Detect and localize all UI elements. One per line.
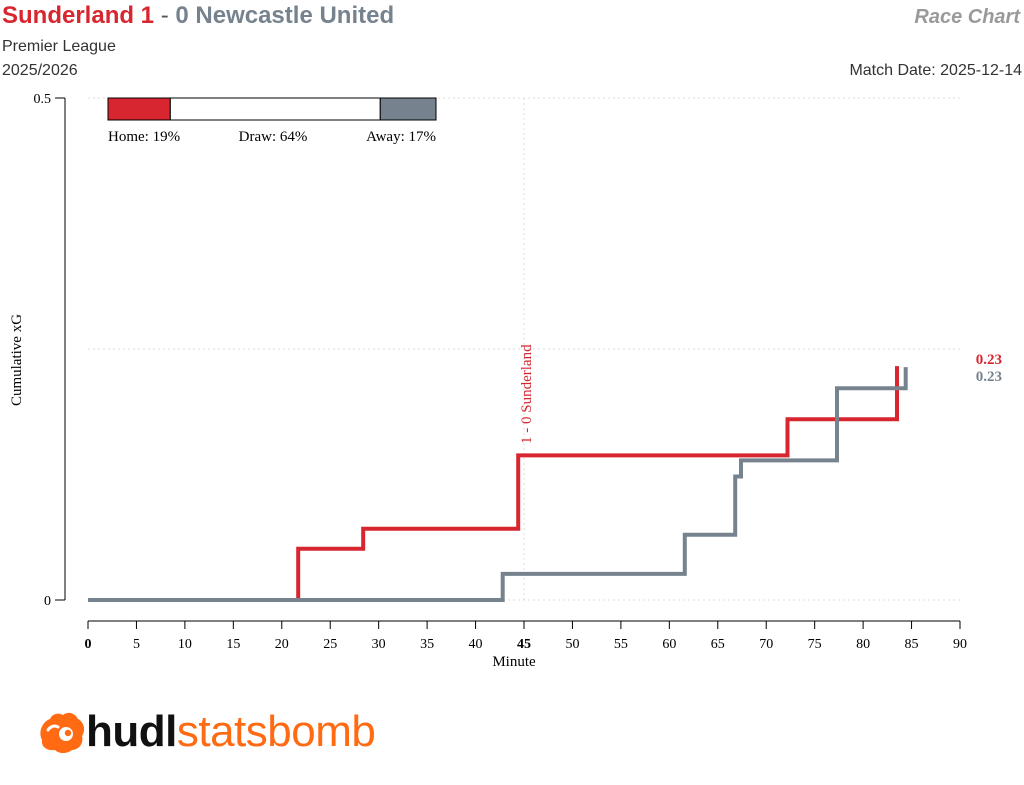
x-tick-label: 40 (469, 637, 483, 652)
chart-series (88, 366, 908, 602)
final-xg-label-home: 0.23 (976, 352, 1002, 368)
x-tick-label: 85 (905, 637, 919, 652)
x-tick-label: 60 (662, 637, 676, 652)
prob-away-segment (379, 97, 437, 121)
series-line-home (88, 366, 899, 602)
prob-draw-segment (169, 97, 381, 121)
x-tick-label: 30 (372, 637, 386, 652)
match-title: Sunderland 1 - 0 Newcastle United (2, 2, 394, 30)
y-axis-title: Cumulative xG (9, 314, 25, 406)
x-tick-label: 25 (323, 637, 337, 652)
hudl-statsbomb-logo: hudl statsbomb (36, 707, 376, 756)
chart-axes: 0 0.5 Cumulative xG 0 5 10 15 20 25 30 35 40 45 50 55 6… (9, 92, 967, 670)
race-chart: 0 0.5 Cumulative xG 0 5 10 15 20 25 30 35 40 45 50 55 6… (9, 92, 1002, 670)
y-tick-label: 0.5 (34, 92, 52, 107)
prob-home-label: Home: 19% (108, 129, 180, 145)
match-date-value: 2025-12-14 (940, 62, 1022, 79)
x-tick-label: 0 (85, 637, 92, 652)
logo-hudl-text: hudl (86, 707, 177, 756)
final-xg-labels: 0.230.23 (976, 352, 1002, 385)
x-tick-label: 90 (953, 637, 967, 652)
x-tick-label: 5 (133, 637, 140, 652)
chart-annotations: 1 - 0 Sunderland (519, 98, 535, 600)
x-tick-label: 35 (420, 637, 434, 652)
series-line-away (88, 367, 908, 602)
score-separator: - (160, 2, 169, 29)
prob-away-label: Away: 17% (366, 129, 436, 145)
x-tick-label: 20 (275, 637, 289, 652)
away-team-score: 0 Newcastle United (175, 2, 395, 29)
x-tick-label: 15 (226, 637, 240, 652)
y-tick-label: 0 (44, 594, 51, 609)
logo-statsbomb-text: statsbomb (176, 707, 376, 756)
probability-bar: Home: 19% Draw: 64% Away: 17% (107, 97, 437, 145)
season-label: 2025/2026 (2, 62, 78, 79)
x-tick-label: 55 (614, 637, 628, 652)
x-tick-label: 70 (759, 637, 773, 652)
x-tick-label: 45 (517, 637, 531, 652)
home-team-score: Sunderland 1 (2, 2, 155, 29)
prob-draw-label: Draw: 64% (239, 129, 308, 145)
x-tick-label: 80 (856, 637, 870, 652)
x-tick-label: 50 (565, 637, 579, 652)
final-xg-label-away: 0.23 (976, 369, 1002, 385)
statsbomb-flame-icon (40, 712, 85, 753)
x-tick-label: 65 (711, 637, 725, 652)
goal-annotation: 1 - 0 Sunderland (519, 344, 535, 444)
x-axis-title: Minute (492, 654, 536, 670)
competition-label: Premier League (2, 38, 116, 55)
prob-home-segment (107, 97, 171, 121)
x-tick-label: 10 (178, 637, 192, 652)
match-date-label: Match Date: (849, 62, 936, 79)
match-date: Match Date: 2025-12-14 (849, 62, 1022, 80)
chart-kind-label: Race Chart (914, 6, 1020, 28)
x-tick-label: 75 (808, 637, 822, 652)
